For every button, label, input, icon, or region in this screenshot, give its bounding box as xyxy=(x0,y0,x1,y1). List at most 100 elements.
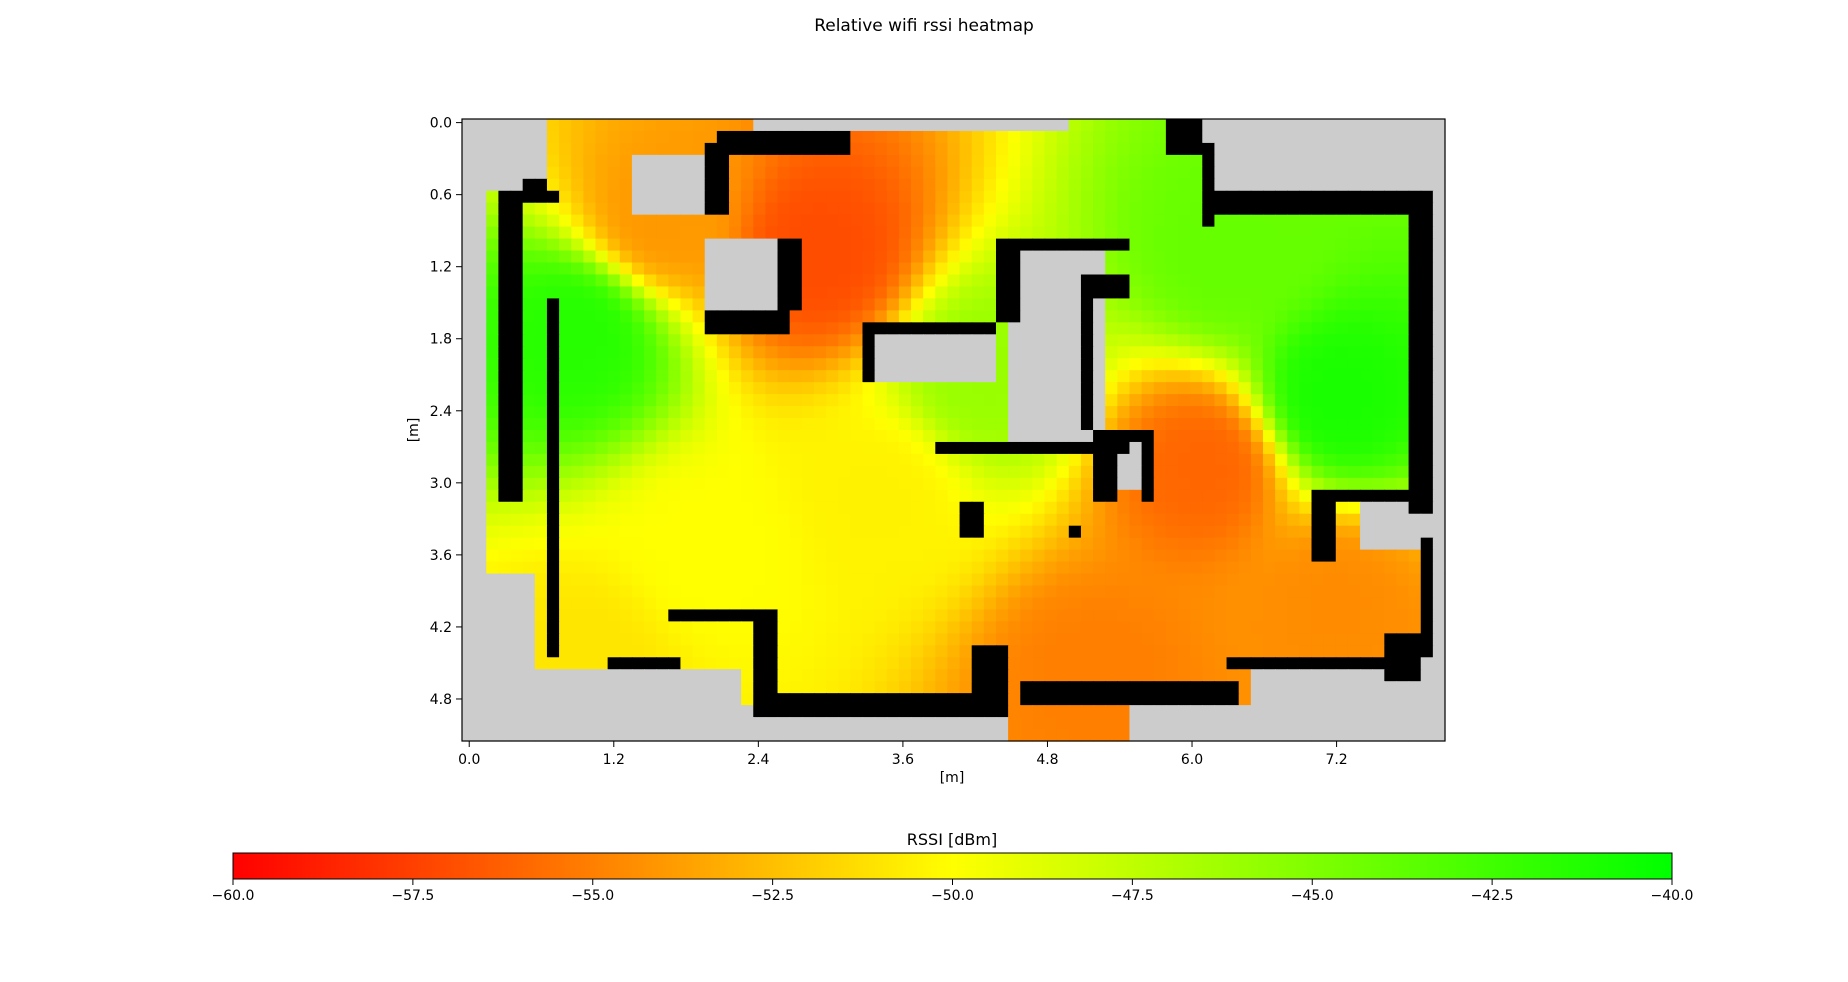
heatmap-cell xyxy=(1360,453,1373,467)
heatmap-cell xyxy=(1068,430,1082,443)
heatmap-cell xyxy=(644,561,657,575)
heatmap-cell xyxy=(462,202,475,216)
heatmap-cell xyxy=(1372,549,1385,563)
heatmap-cell xyxy=(1275,370,1288,383)
heatmap-cell xyxy=(631,226,645,240)
heatmap-cell xyxy=(1141,310,1155,323)
heatmap-cell xyxy=(583,382,597,395)
heatmap-cell xyxy=(728,489,742,503)
heatmap-cell xyxy=(1056,202,1070,216)
heatmap-cell xyxy=(1250,717,1264,730)
heatmap-cell xyxy=(1068,298,1082,311)
heatmap-cell xyxy=(595,262,609,276)
heatmap-cell xyxy=(595,477,609,491)
colorbar xyxy=(232,852,1673,880)
heatmap-cell xyxy=(886,262,900,276)
heatmap-cell xyxy=(522,119,536,132)
heatmap-cell xyxy=(1056,513,1070,527)
heatmap-cell xyxy=(874,262,888,276)
heatmap-cell xyxy=(607,441,621,455)
heatmap-cell xyxy=(1129,370,1143,383)
heatmap-cell xyxy=(1372,501,1385,515)
heatmap-cell xyxy=(959,501,973,515)
heatmap-cell xyxy=(862,621,876,634)
heatmap-cell xyxy=(1408,537,1422,551)
heatmap-cell xyxy=(1238,178,1252,192)
heatmap-cell xyxy=(1360,370,1373,383)
heatmap-cell xyxy=(619,214,633,228)
heatmap-cell xyxy=(1238,681,1252,694)
heatmap-cell xyxy=(498,693,512,706)
heatmap-cell xyxy=(668,418,682,431)
heatmap-cell xyxy=(838,537,851,551)
heatmap-cell xyxy=(1080,430,1094,443)
heatmap-cell xyxy=(1360,657,1373,670)
heatmap-cell xyxy=(813,166,827,180)
heatmap-cell xyxy=(1238,549,1252,563)
heatmap-cell xyxy=(1250,358,1264,371)
heatmap-cell xyxy=(1153,657,1167,670)
heatmap-cell xyxy=(1056,119,1070,132)
heatmap-cell xyxy=(1335,250,1349,264)
heatmap-cell xyxy=(1165,441,1179,455)
heatmap-cell xyxy=(692,501,706,515)
heatmap-cell xyxy=(619,154,633,168)
heatmap-cell xyxy=(1008,430,1021,443)
heatmap-cell xyxy=(971,286,985,300)
heatmap-cell xyxy=(583,561,597,575)
heatmap-cell xyxy=(1020,465,1033,479)
heatmap-cell xyxy=(1165,465,1179,479)
heatmap-cell xyxy=(789,298,803,311)
heatmap-cell xyxy=(631,465,645,479)
heatmap-cell xyxy=(716,669,730,682)
heatmap-cell xyxy=(1432,669,1446,682)
heatmap-cell xyxy=(644,681,657,694)
heatmap-cell xyxy=(1396,190,1410,204)
heatmap-cell xyxy=(1056,214,1070,228)
heatmap-cell xyxy=(1287,119,1300,132)
heatmap-cell xyxy=(1153,202,1167,216)
heatmap-cell xyxy=(583,418,597,431)
heatmap-cell xyxy=(862,657,876,670)
heatmap-cell xyxy=(850,717,864,730)
y-tick-label: 1.8 xyxy=(430,332,452,348)
heatmap-cell xyxy=(995,549,1009,563)
heatmap-cell xyxy=(1238,394,1252,407)
heatmap-cell xyxy=(1262,322,1276,335)
heatmap-cell xyxy=(1432,441,1446,455)
heatmap-cell xyxy=(862,322,876,335)
heatmap-cell xyxy=(1129,633,1143,646)
heatmap-cell xyxy=(583,394,597,407)
heatmap-cell xyxy=(911,310,924,323)
heatmap-cell xyxy=(1214,645,1228,658)
heatmap-cell xyxy=(1226,597,1240,611)
heatmap-cell xyxy=(862,585,876,599)
heatmap-cell xyxy=(1153,130,1167,144)
heatmap-cell xyxy=(1287,441,1300,455)
heatmap-cell xyxy=(522,190,536,204)
heatmap-cell xyxy=(983,130,997,144)
heatmap-cell xyxy=(1190,190,1203,204)
heatmap-cell xyxy=(1372,310,1385,323)
heatmap-cell xyxy=(983,166,997,180)
heatmap-cell xyxy=(1117,130,1131,144)
heatmap-cell xyxy=(1214,334,1228,347)
heatmap-cell xyxy=(704,633,718,646)
heatmap-cell xyxy=(656,286,669,300)
heatmap-cell xyxy=(692,286,706,300)
heatmap-cell xyxy=(874,477,888,491)
heatmap-cell xyxy=(1093,453,1106,467)
heatmap-cell xyxy=(826,513,839,527)
heatmap-cell xyxy=(1335,621,1349,634)
heatmap-cell xyxy=(631,202,645,216)
heatmap-cell xyxy=(850,298,864,311)
heatmap-cell xyxy=(1238,585,1252,599)
heatmap-cell xyxy=(1202,322,1216,335)
heatmap-cell xyxy=(1323,418,1337,431)
heatmap-cell xyxy=(1141,214,1155,228)
heatmap-cell xyxy=(1262,681,1276,694)
heatmap-cell xyxy=(1032,693,1046,706)
heatmap-cell xyxy=(704,262,718,276)
heatmap-cell xyxy=(728,717,742,730)
heatmap-cell xyxy=(874,513,888,527)
